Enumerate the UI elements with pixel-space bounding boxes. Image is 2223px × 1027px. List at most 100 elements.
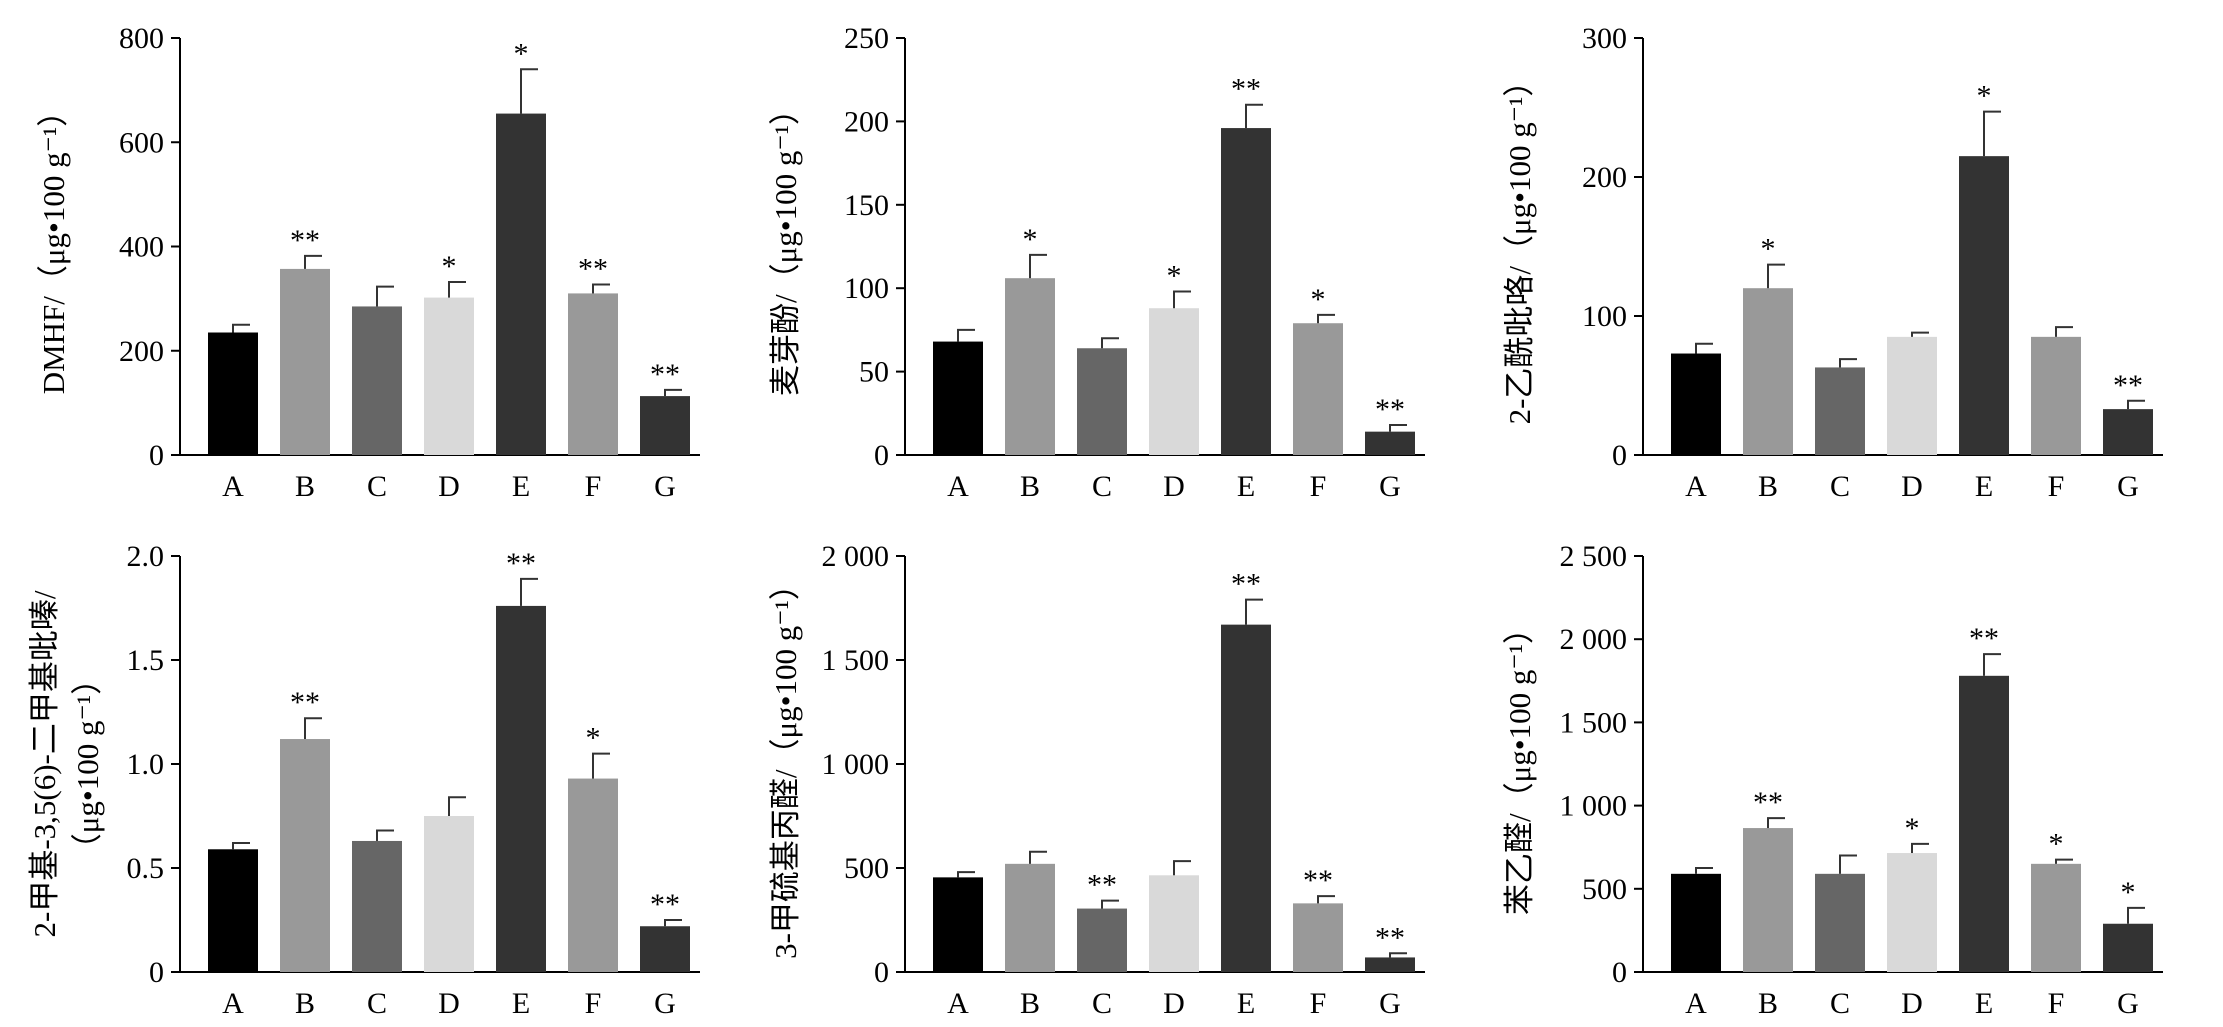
significance-label-E: ** <box>1969 622 1999 655</box>
x-tick-label-G: G <box>654 987 676 1020</box>
x-tick-label-F: F <box>585 987 602 1020</box>
x-tick-label-D: D <box>1901 470 1923 503</box>
y-tick-label: 0 <box>874 439 889 472</box>
significance-label-G: ** <box>650 888 680 921</box>
x-tick-label-C: C <box>1830 987 1850 1020</box>
x-tick-label-G: G <box>1379 987 1401 1020</box>
significance-label-G: ** <box>650 358 680 391</box>
bar-A <box>933 877 983 972</box>
x-tick-label-B: B <box>295 987 315 1020</box>
significance-label-B: ** <box>1753 786 1783 819</box>
y-axis-label: 3-甲硫基丙醛/（μg•100 g⁻¹） <box>768 569 803 959</box>
bar-G <box>1365 957 1415 972</box>
x-tick-label-D: D <box>1163 470 1185 503</box>
y-tick-label: 0 <box>149 956 164 989</box>
y-tick-label: 500 <box>844 852 889 885</box>
significance-label-E: * <box>514 37 529 70</box>
bar-B <box>280 268 330 455</box>
significance-label-B: * <box>1023 223 1038 256</box>
bar-E <box>1221 128 1271 455</box>
y-axis-label-line-1: 2-甲基-3,5(6)-二甲基吡嗪/ <box>27 590 62 937</box>
y-tick-label: 200 <box>119 335 164 368</box>
chart-panel-2: 0 50 100 150 200 250 A * B C * D ** E * F ** G 麦芽酚/（μg•100… <box>768 22 1425 503</box>
y-tick-label: 200 <box>844 105 889 138</box>
bar-F <box>2031 863 2081 972</box>
significance-label-G: ** <box>1375 921 1405 954</box>
chart-panel-1: 0 200 400 600 800 A ** B C * D * E ** F ** G DMHF/（μg•100… <box>36 22 700 503</box>
x-tick-label-A: A <box>947 470 969 503</box>
y-tick-label: 100 <box>1582 300 1627 333</box>
bar-G <box>640 926 690 972</box>
x-tick-label-E: E <box>512 470 530 503</box>
x-tick-label-F: F <box>2048 470 2065 503</box>
x-tick-label-A: A <box>222 987 244 1020</box>
y-tick-label: 0 <box>874 956 889 989</box>
y-tick-label: 2 000 <box>1560 623 1628 656</box>
bar-E <box>1959 675 2009 972</box>
x-tick-label-A: A <box>1685 470 1707 503</box>
significance-label-B: ** <box>290 224 320 257</box>
significance-label-B: ** <box>290 686 320 719</box>
significance-label-F: ** <box>578 253 608 286</box>
bar-D <box>424 297 474 455</box>
significance-label-E: * <box>1977 80 1992 113</box>
x-tick-label-G: G <box>1379 470 1401 503</box>
x-tick-label-D: D <box>1163 987 1185 1020</box>
bar-C <box>352 840 402 972</box>
y-tick-label: 1 000 <box>1560 790 1628 823</box>
y-axis-label: DMHF/（μg•100 g⁻¹） <box>36 96 71 395</box>
x-tick-label-B: B <box>295 470 315 503</box>
bar-B <box>1005 278 1055 455</box>
y-tick-label: 1.5 <box>127 644 165 677</box>
x-tick-label-C: C <box>367 987 387 1020</box>
bar-A <box>208 849 258 972</box>
bar-E <box>496 113 546 456</box>
y-tick-label: 100 <box>844 272 889 305</box>
bar-D <box>1149 308 1199 455</box>
significance-label-B: * <box>1761 233 1776 266</box>
y-tick-label: 1 500 <box>822 644 890 677</box>
bar-E <box>496 605 546 972</box>
y-tick-label: 2 500 <box>1560 540 1628 573</box>
y-tick-label: 300 <box>1582 22 1627 55</box>
significance-label-F: * <box>2049 828 2064 861</box>
y-axis-label: 苯乙醛/（μg•100 g⁻¹） <box>1502 613 1537 915</box>
x-tick-label-E: E <box>1975 987 1993 1020</box>
x-tick-label-D: D <box>1901 987 1923 1020</box>
bar-F <box>2031 336 2081 455</box>
bar-A <box>1671 353 1721 455</box>
chart-panel-6: 0 500 1 000 1 500 2 000 2 500 A ** B C * D ** E * F * G 苯乙… <box>1502 540 2163 1020</box>
y-tick-label: 1 500 <box>1560 706 1628 739</box>
significance-label-F: * <box>586 722 601 755</box>
bar-D <box>424 816 474 972</box>
y-tick-label: 200 <box>1582 161 1627 194</box>
x-tick-label-A: A <box>947 987 969 1020</box>
bar-G <box>2103 409 2153 455</box>
x-tick-label-A: A <box>222 470 244 503</box>
y-tick-label: 0.5 <box>127 852 165 885</box>
x-tick-label-B: B <box>1020 470 1040 503</box>
x-tick-label-D: D <box>438 987 460 1020</box>
y-tick-label: 150 <box>844 189 889 222</box>
bar-B <box>1743 288 1793 455</box>
y-tick-label: 0 <box>149 439 164 472</box>
x-tick-label-E: E <box>1975 470 1993 503</box>
bar-D <box>1887 853 1937 972</box>
bar-E <box>1959 156 2009 455</box>
significance-label-F: * <box>1311 283 1326 316</box>
y-tick-label: 50 <box>859 356 889 389</box>
x-tick-label-F: F <box>1310 470 1327 503</box>
bar-G <box>1365 431 1415 455</box>
y-tick-label: 2 000 <box>822 540 890 573</box>
bar-A <box>933 341 983 455</box>
y-tick-label: 800 <box>119 22 164 55</box>
bar-E <box>1221 624 1271 972</box>
y-tick-label: 500 <box>1582 873 1627 906</box>
x-tick-label-G: G <box>2117 987 2139 1020</box>
significance-label-E: ** <box>506 547 536 580</box>
x-tick-label-E: E <box>1237 987 1255 1020</box>
x-tick-label-F: F <box>2048 987 2065 1020</box>
bar-F <box>568 778 618 972</box>
bar-B <box>280 739 330 972</box>
